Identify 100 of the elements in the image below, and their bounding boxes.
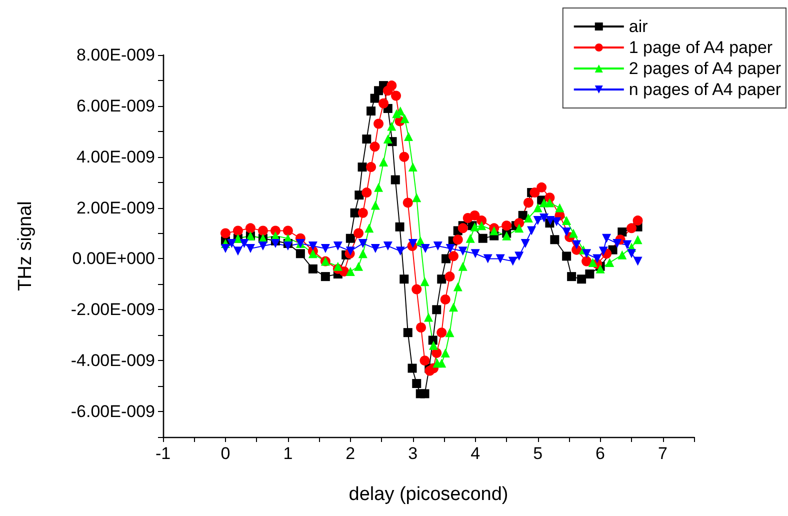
y-tick-label: 4.00E-009 bbox=[76, 147, 155, 166]
point bbox=[618, 250, 627, 260]
point bbox=[364, 224, 374, 233]
point bbox=[400, 114, 410, 124]
point bbox=[232, 226, 243, 236]
point bbox=[530, 188, 540, 198]
point bbox=[572, 240, 582, 250]
point bbox=[283, 242, 292, 250]
y-tick-label: 6.00E-009 bbox=[76, 96, 155, 116]
legend-label: 1 page of A4 paper bbox=[628, 38, 773, 57]
point bbox=[390, 175, 400, 184]
point bbox=[520, 238, 530, 248]
point bbox=[240, 238, 249, 248]
point bbox=[432, 305, 442, 314]
point bbox=[458, 223, 468, 234]
y-tick-label: 2.00E-009 bbox=[76, 198, 155, 218]
point bbox=[567, 272, 576, 282]
x-tick-label: 1 bbox=[283, 444, 293, 463]
point bbox=[470, 249, 480, 258]
point bbox=[420, 356, 430, 366]
point bbox=[387, 122, 396, 131]
point bbox=[370, 244, 380, 254]
point bbox=[524, 213, 533, 222]
point bbox=[366, 106, 376, 116]
point bbox=[379, 157, 388, 166]
point bbox=[602, 234, 612, 243]
point bbox=[370, 94, 380, 103]
point bbox=[440, 348, 450, 358]
point bbox=[545, 198, 554, 208]
point bbox=[308, 264, 318, 274]
point bbox=[308, 249, 318, 258]
point bbox=[448, 251, 458, 262]
point bbox=[396, 246, 405, 256]
point bbox=[220, 228, 230, 238]
point bbox=[632, 216, 643, 226]
point bbox=[403, 328, 412, 338]
point bbox=[458, 262, 468, 271]
point bbox=[605, 258, 614, 268]
point bbox=[416, 322, 426, 332]
y-axis-title: THz signal bbox=[15, 201, 36, 291]
x-tick-label: 0 bbox=[220, 444, 230, 463]
legend-label: 2 pages of A4 paper bbox=[628, 59, 782, 78]
point bbox=[477, 221, 486, 230]
point bbox=[514, 252, 524, 261]
point bbox=[412, 284, 422, 294]
point bbox=[533, 216, 542, 226]
point bbox=[420, 277, 430, 286]
point bbox=[555, 203, 564, 212]
point bbox=[527, 226, 536, 236]
point bbox=[362, 188, 372, 198]
point bbox=[404, 132, 414, 141]
point bbox=[446, 244, 455, 254]
point bbox=[402, 198, 413, 208]
point bbox=[378, 98, 389, 108]
point bbox=[346, 234, 355, 243]
point bbox=[258, 226, 268, 236]
point bbox=[627, 249, 636, 258]
point bbox=[622, 240, 632, 250]
point bbox=[458, 246, 468, 256]
point bbox=[626, 223, 637, 234]
point bbox=[308, 242, 318, 250]
point bbox=[562, 252, 572, 261]
point bbox=[366, 162, 376, 172]
point bbox=[270, 238, 280, 248]
point bbox=[502, 231, 512, 240]
point bbox=[358, 208, 368, 218]
point bbox=[358, 162, 367, 172]
point bbox=[420, 244, 430, 254]
point bbox=[540, 213, 549, 222]
point bbox=[420, 389, 430, 398]
legend-label: air bbox=[628, 17, 648, 36]
point bbox=[598, 246, 608, 256]
point bbox=[470, 222, 480, 232]
point bbox=[502, 220, 512, 231]
point bbox=[408, 364, 417, 373]
x-tick-label: 7 bbox=[658, 444, 668, 463]
point bbox=[428, 336, 438, 345]
x-tick-label: 4 bbox=[470, 444, 480, 463]
x-tick-label: -1 bbox=[155, 444, 171, 463]
point bbox=[296, 249, 305, 258]
point bbox=[552, 217, 562, 226]
point bbox=[333, 242, 342, 250]
legend-label: n pages of A4 paper bbox=[628, 80, 782, 99]
point bbox=[478, 234, 488, 243]
point bbox=[582, 249, 592, 258]
point bbox=[246, 244, 255, 254]
point bbox=[386, 80, 397, 91]
point bbox=[440, 294, 450, 304]
point bbox=[358, 249, 368, 258]
point bbox=[395, 222, 404, 232]
point bbox=[496, 254, 505, 264]
point bbox=[408, 162, 418, 172]
point bbox=[346, 246, 355, 256]
point bbox=[533, 203, 542, 212]
point bbox=[452, 234, 463, 245]
point bbox=[320, 272, 330, 282]
y-tick-label: -2.00E-009 bbox=[70, 300, 155, 320]
point bbox=[612, 238, 622, 248]
point bbox=[350, 208, 360, 218]
point bbox=[220, 244, 230, 254]
